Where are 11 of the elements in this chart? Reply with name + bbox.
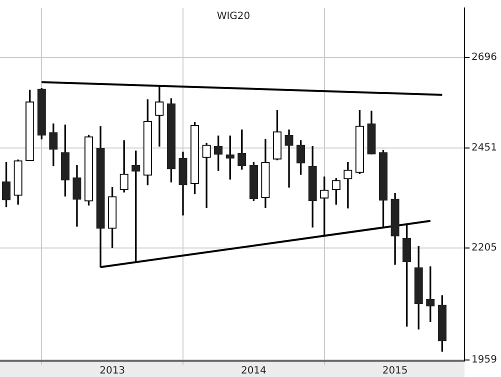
y-tick-label: 2451 [472,142,498,154]
y-tick-label: 2205 [472,242,498,254]
chart-title: WIG20 [216,11,252,22]
y-tick-label: 1959 [472,354,498,366]
candlestick [202,142,211,208]
y-tick-label: 2696 [472,52,498,64]
x-tick-label: 2014 [240,366,266,377]
x-tick-label: 2013 [100,366,126,377]
candlestick [284,130,294,188]
candlestick [344,162,352,208]
x-tick-label: 2015 [382,366,408,377]
